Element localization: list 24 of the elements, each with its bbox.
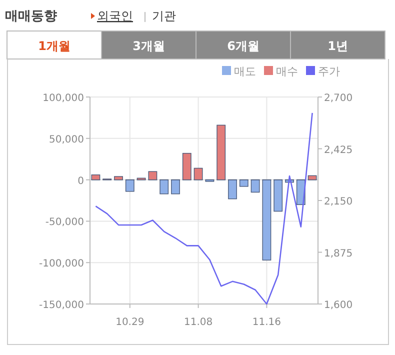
y2-tick-label: 1,875 xyxy=(324,248,353,260)
x-tick-label: 11.08 xyxy=(184,317,213,328)
text: 6개월 xyxy=(227,39,260,53)
y-tick-label: 100,000 xyxy=(42,93,84,104)
text: 3개월 xyxy=(132,39,165,53)
chart-subtitle: 외국인 xyxy=(97,9,133,23)
text: 1년 xyxy=(328,39,348,53)
y-tick-label: -100,000 xyxy=(39,258,84,270)
text: 1개월 xyxy=(38,39,70,53)
legend-label: 주가 xyxy=(318,65,340,78)
y2-tick-label: 2,150 xyxy=(324,196,353,208)
y2-tick-label: 2,425 xyxy=(324,144,353,156)
y-tick-label: -50,000 xyxy=(45,217,84,228)
chart-title: 매매동향 xyxy=(5,9,57,24)
x-tick-label: 10.29 xyxy=(116,317,144,328)
y-tick-label: 0 xyxy=(78,176,84,187)
x-tick-label: 11.16 xyxy=(252,317,282,328)
y2-tick-label: 2,700 xyxy=(324,93,353,104)
y-tick-label: 50,000 xyxy=(49,134,84,146)
text: 기관 xyxy=(152,9,176,23)
legend-label: 매수 xyxy=(276,65,298,78)
y-tick-label: -150,000 xyxy=(39,300,84,311)
legend-label: 매도 xyxy=(234,65,256,78)
y2-tick-label: 1,600 xyxy=(324,300,353,311)
